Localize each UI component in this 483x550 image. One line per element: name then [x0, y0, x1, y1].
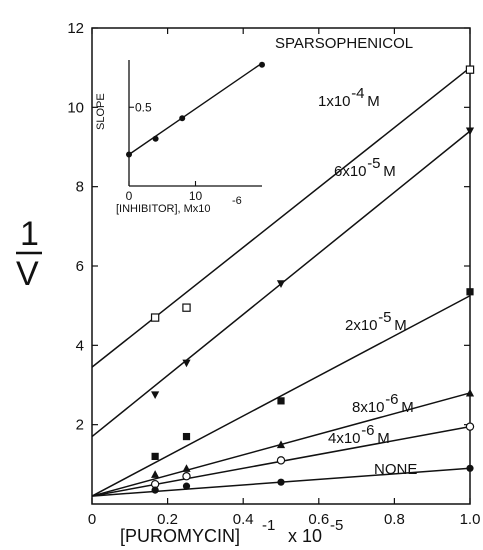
data-point-filled-square — [182, 432, 191, 441]
y-label-denominator: V — [16, 255, 39, 293]
x-tick-label: 0.4 — [233, 511, 254, 528]
inset-data-point — [126, 151, 132, 158]
y-label-numerator: 1 — [20, 215, 39, 253]
y-tick-label: 12 — [67, 20, 84, 37]
chart-title: SPARSOPHENICOL — [275, 35, 413, 52]
series-label-unit: M — [401, 399, 414, 416]
inset-y-label: SLOPE — [95, 93, 107, 130]
main-axes: 0 0.2 0.4 0.6 0.8 1.0 2 4 6 8 10 12 — [67, 20, 480, 528]
data-point-triangle-up — [465, 388, 475, 397]
y-tick-label: 6 — [76, 258, 84, 275]
series-label-text: 4x10 — [328, 430, 361, 447]
x-label-main: [PUROMYCIN] — [120, 526, 240, 546]
series-label: 2x10 -5 M — [345, 309, 407, 334]
x-tick-label: 0.2 — [157, 511, 178, 528]
data-point-triangle-down — [276, 280, 286, 288]
data-point-filled-square — [466, 288, 474, 296]
x-axis-label: [PUROMYCIN] -1 x 10 -5 — [120, 517, 343, 546]
y-tick-label: 8 — [76, 179, 84, 196]
data-point-filled-circle — [277, 478, 285, 486]
x-tick-label: 1.0 — [460, 511, 481, 528]
inset-x-label: [INHIBITOR], Mx10 — [116, 203, 211, 215]
main-series-points — [150, 65, 475, 494]
data-point-filled-square — [277, 397, 285, 405]
x-tick-label: 0.6 — [308, 511, 329, 528]
y-tick-label: 2 — [76, 417, 84, 434]
data-point-filled-circle — [466, 464, 474, 472]
inset-x-label-exponent: -6 — [232, 195, 242, 207]
data-point-triangle-down — [465, 127, 475, 136]
data-point-triangle-up — [182, 464, 191, 472]
data-point-filled-circle — [182, 482, 191, 490]
data-point-open-square — [150, 313, 160, 322]
x-tick-label: 0.8 — [384, 511, 405, 528]
series-line — [91, 295, 471, 497]
series-label-exponent: -6 — [385, 391, 398, 408]
y-axis-label: 1 V — [16, 215, 42, 293]
series-label-unit: M — [394, 317, 407, 334]
series-label-unit: M — [383, 163, 396, 180]
data-point-filled-circle — [151, 486, 159, 494]
series-label-exponent: -4 — [351, 85, 364, 102]
data-point-triangle-up — [151, 470, 160, 478]
series-label-exponent: -5 — [378, 309, 391, 326]
inset-data-point — [152, 135, 159, 142]
data-point-triangle-down — [182, 359, 191, 368]
series-label-text: 2x10 — [345, 317, 378, 334]
inset-chart: 0 10 0.5 — [126, 60, 265, 203]
x-label-suffix: x 10 — [288, 526, 322, 546]
inset-x-tick-label: 10 — [189, 189, 203, 203]
series-label: NONE — [374, 461, 417, 478]
series-label: 4x10 -6 M — [328, 422, 390, 447]
inset-data-point — [179, 115, 186, 122]
x-label-suffix-exponent: -5 — [330, 517, 343, 534]
data-point-open-square — [465, 65, 475, 74]
inset-y-tick-label: 0.5 — [135, 100, 152, 114]
data-point-triangle-down — [151, 391, 160, 400]
series-label-exponent: -5 — [367, 155, 380, 172]
data-point-triangle-up — [276, 440, 286, 449]
data-point-open-square — [182, 303, 191, 312]
x-tick-label: 0 — [88, 511, 96, 528]
series-label-text: NONE — [374, 461, 417, 478]
series-label-text: 1x10 — [318, 93, 351, 110]
inset-x-tick-label: 0 — [126, 189, 133, 203]
data-point-open-circle — [182, 472, 191, 481]
y-tick-label: 4 — [76, 337, 84, 354]
series-label: 8x10 -6 M — [352, 391, 414, 416]
data-point-open-circle — [465, 422, 475, 431]
inset-data-point — [259, 61, 265, 68]
series-label-unit: M — [377, 430, 390, 447]
series-label-exponent: -6 — [361, 422, 374, 439]
y-tick-label: 10 — [67, 99, 84, 116]
x-label-exponent: -1 — [262, 517, 275, 534]
series-label: 6x10 -5 M — [334, 155, 396, 180]
series-label: 1x10 -4 M — [318, 85, 380, 110]
data-point-open-circle — [276, 456, 286, 465]
inset-series-line — [128, 62, 263, 156]
series-label-text: 8x10 — [352, 399, 385, 416]
series-label-text: 6x10 — [334, 163, 367, 180]
data-point-filled-square — [151, 452, 159, 460]
series-label-unit: M — [367, 93, 380, 110]
